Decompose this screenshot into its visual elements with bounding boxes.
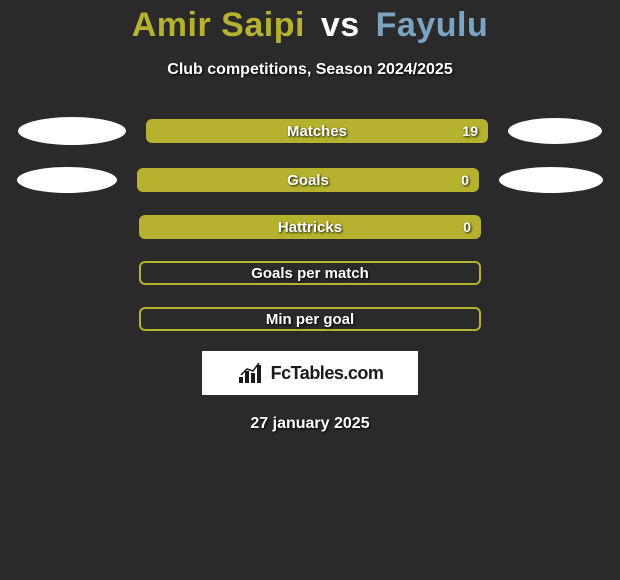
- page-title: Amir Saipi vs Fayulu: [0, 6, 620, 45]
- vs-text: vs: [321, 6, 360, 44]
- stat-row-hattricks: Hattricks 0: [0, 215, 620, 239]
- stat-label: Matches: [287, 123, 347, 140]
- stat-value: 0: [461, 172, 469, 188]
- stat-pill: Min per goal: [139, 307, 481, 331]
- infographic-container: Amir Saipi vs Fayulu Club competitions, …: [0, 0, 620, 433]
- stat-row-matches: Matches 19: [0, 117, 620, 145]
- stat-label: Goals: [287, 172, 329, 189]
- brand-logo: FcTables.com: [202, 351, 418, 395]
- player1-indicator-icon: [18, 117, 126, 145]
- stat-label: Min per goal: [266, 311, 354, 328]
- stat-label: Hattricks: [278, 219, 342, 236]
- date-label: 27 january 2025: [0, 415, 620, 433]
- stat-row-goals: Goals 0: [0, 167, 620, 193]
- player2-indicator-icon: [499, 167, 603, 193]
- stats-list: Matches 19 Goals 0 Hattricks 0 Goal: [0, 117, 620, 331]
- stat-pill: Matches 19: [146, 119, 488, 143]
- stat-row-goals-per-match: Goals per match: [0, 261, 620, 285]
- brand-name: FcTables.com: [271, 363, 384, 384]
- stat-value: 0: [463, 219, 471, 235]
- stat-label: Goals per match: [251, 265, 369, 282]
- player1-name: Amir Saipi: [132, 6, 305, 44]
- player2-indicator-icon: [508, 118, 602, 144]
- player2-name: Fayulu: [376, 6, 489, 44]
- stat-pill: Goals 0: [137, 168, 479, 192]
- stat-pill: Goals per match: [139, 261, 481, 285]
- stat-value: 19: [462, 123, 478, 139]
- subtitle: Club competitions, Season 2024/2025: [0, 61, 620, 79]
- stat-pill: Hattricks 0: [139, 215, 481, 239]
- bars-icon: [237, 361, 267, 385]
- stat-row-min-per-goal: Min per goal: [0, 307, 620, 331]
- player1-indicator-icon: [17, 167, 117, 193]
